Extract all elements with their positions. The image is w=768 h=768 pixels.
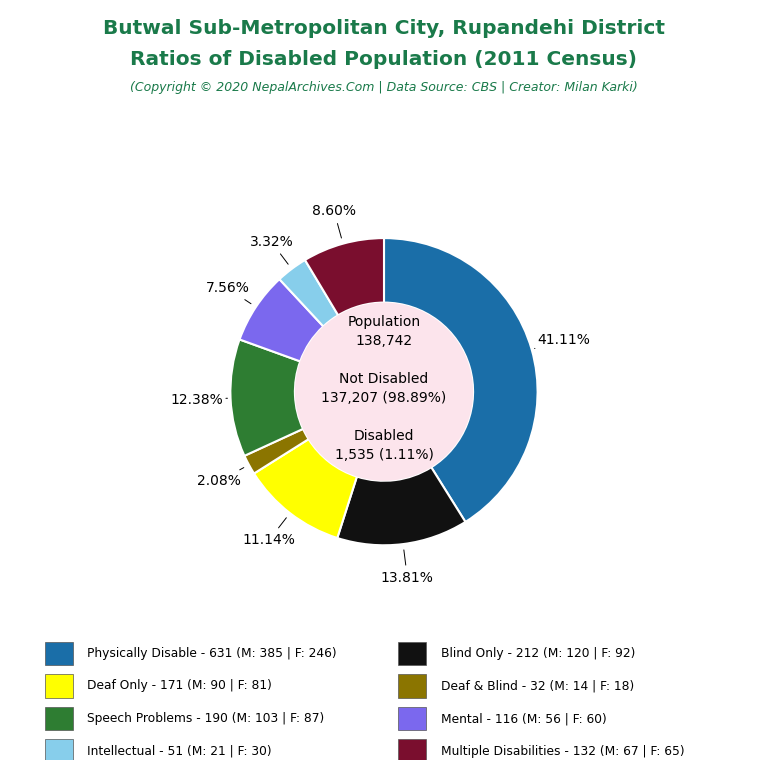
Wedge shape bbox=[305, 238, 384, 316]
Wedge shape bbox=[280, 260, 338, 326]
Text: Deaf Only - 171 (M: 90 | F: 81): Deaf Only - 171 (M: 90 | F: 81) bbox=[88, 680, 272, 693]
Text: Population
138,742

Not Disabled
137,207 (98.89%)

Disabled
1,535 (1.11%): Population 138,742 Not Disabled 137,207 … bbox=[321, 316, 447, 462]
FancyBboxPatch shape bbox=[398, 740, 426, 763]
Wedge shape bbox=[254, 439, 357, 538]
Text: Multiple Disabilities - 132 (M: 67 | F: 65): Multiple Disabilities - 132 (M: 67 | F: … bbox=[441, 745, 684, 758]
FancyBboxPatch shape bbox=[45, 674, 73, 697]
FancyBboxPatch shape bbox=[45, 641, 73, 665]
Text: Intellectual - 51 (M: 21 | F: 30): Intellectual - 51 (M: 21 | F: 30) bbox=[88, 745, 272, 758]
Text: 11.14%: 11.14% bbox=[243, 518, 296, 547]
Text: 12.38%: 12.38% bbox=[170, 392, 227, 406]
Text: 2.08%: 2.08% bbox=[197, 468, 243, 488]
Text: 8.60%: 8.60% bbox=[312, 204, 356, 238]
Text: Blind Only - 212 (M: 120 | F: 92): Blind Only - 212 (M: 120 | F: 92) bbox=[441, 647, 635, 660]
Text: Butwal Sub-Metropolitan City, Rupandehi District: Butwal Sub-Metropolitan City, Rupandehi … bbox=[103, 19, 665, 38]
FancyBboxPatch shape bbox=[398, 707, 426, 730]
Wedge shape bbox=[230, 339, 303, 456]
Wedge shape bbox=[240, 280, 323, 362]
FancyBboxPatch shape bbox=[398, 674, 426, 697]
Text: Physically Disable - 631 (M: 385 | F: 246): Physically Disable - 631 (M: 385 | F: 24… bbox=[88, 647, 337, 660]
Text: 7.56%: 7.56% bbox=[206, 281, 251, 303]
Text: 41.11%: 41.11% bbox=[535, 333, 591, 349]
Circle shape bbox=[295, 303, 473, 481]
Text: 3.32%: 3.32% bbox=[250, 235, 293, 264]
Text: (Copyright © 2020 NepalArchives.Com | Data Source: CBS | Creator: Milan Karki): (Copyright © 2020 NepalArchives.Com | Da… bbox=[130, 81, 638, 94]
Text: Ratios of Disabled Population (2011 Census): Ratios of Disabled Population (2011 Cens… bbox=[131, 50, 637, 69]
Wedge shape bbox=[337, 467, 465, 545]
FancyBboxPatch shape bbox=[45, 707, 73, 730]
Text: Mental - 116 (M: 56 | F: 60): Mental - 116 (M: 56 | F: 60) bbox=[441, 712, 606, 725]
Text: Speech Problems - 190 (M: 103 | F: 87): Speech Problems - 190 (M: 103 | F: 87) bbox=[88, 712, 325, 725]
Text: Deaf & Blind - 32 (M: 14 | F: 18): Deaf & Blind - 32 (M: 14 | F: 18) bbox=[441, 680, 634, 693]
Wedge shape bbox=[244, 429, 309, 474]
Text: 13.81%: 13.81% bbox=[381, 550, 434, 584]
FancyBboxPatch shape bbox=[45, 740, 73, 763]
Wedge shape bbox=[384, 238, 538, 522]
FancyBboxPatch shape bbox=[398, 641, 426, 665]
